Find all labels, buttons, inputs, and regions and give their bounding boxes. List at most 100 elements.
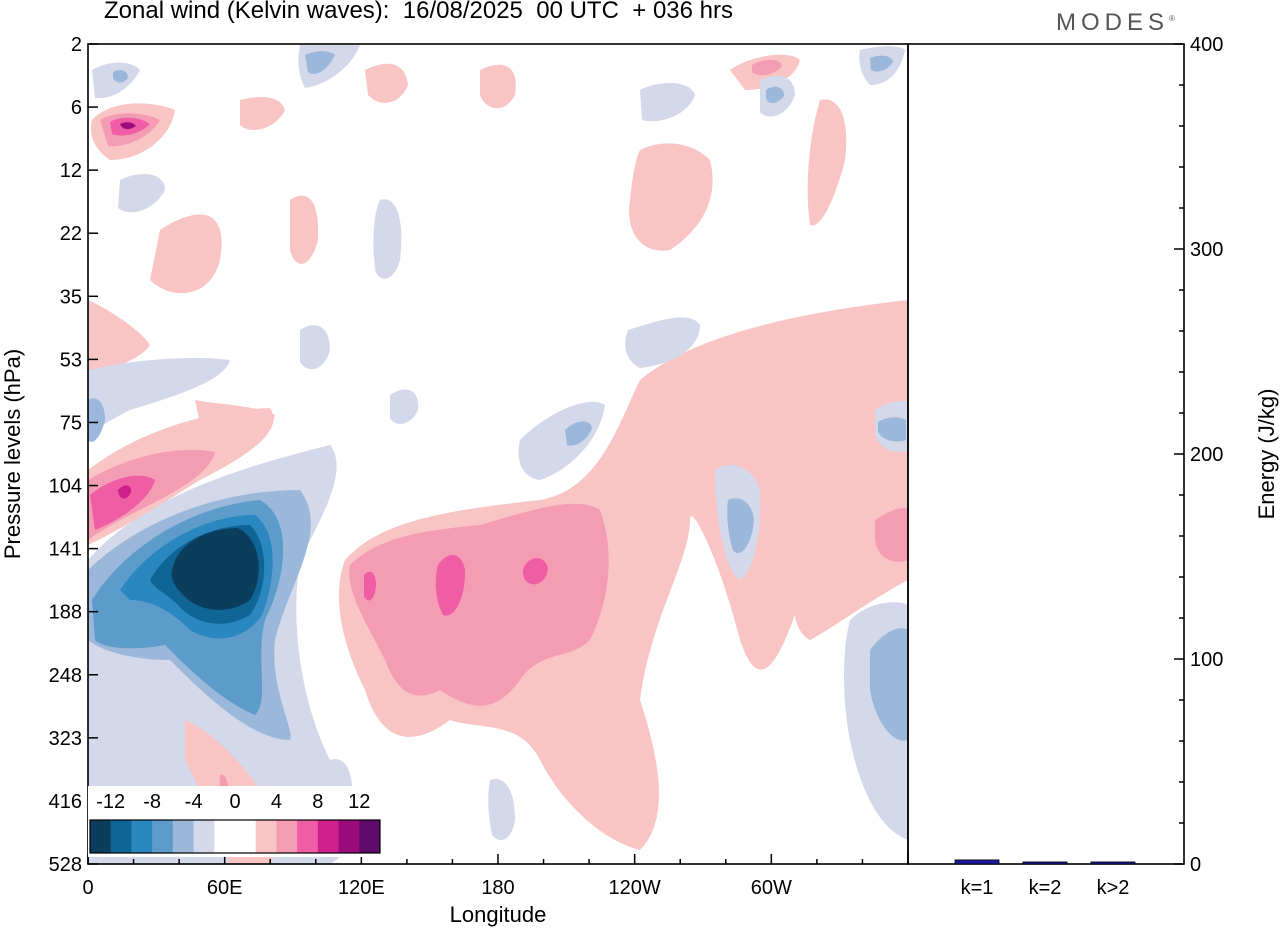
y-tick-label: 141: [49, 539, 82, 561]
neg-contour: [870, 55, 893, 72]
pos-contour: [338, 300, 908, 850]
neg-contour: [88, 398, 105, 442]
energy-category-label: k>2: [1097, 877, 1130, 899]
pos-contour: [522, 558, 548, 585]
colorbar-swatch: [172, 820, 195, 853]
colorbar-label: 0: [229, 791, 240, 813]
pos-contour: [349, 503, 609, 706]
neg-contour: [171, 528, 259, 610]
energy-bar: [1022, 861, 1068, 865]
neg-contour: [88, 358, 230, 435]
y-tick-label: 323: [49, 728, 82, 750]
colorbar-frame: [89, 819, 381, 854]
pos-contour: [240, 97, 285, 130]
energy-bar: [1090, 861, 1136, 865]
colorbar: -12 -8 -4 0 4 8 12: [88, 786, 382, 857]
y-tick-label: 248: [49, 665, 82, 687]
registered-mark: ®: [1169, 14, 1175, 23]
colorbar-swatch: [152, 820, 174, 853]
pos-contour: [118, 485, 132, 499]
colorbar-label: 8: [312, 791, 323, 813]
neg-contour: [878, 417, 906, 442]
neg-contour: [300, 325, 330, 370]
colorbar-swatch: [235, 820, 257, 853]
neg-contour: [518, 401, 605, 480]
pressure-axis: 2 6 12 22 35 53 75 104 141 188 248 323 416 528: [49, 34, 98, 876]
neg-contour: [373, 199, 402, 279]
y-tick-label: 104: [49, 476, 82, 498]
colorbar-swatch: [214, 820, 236, 853]
x-tick-label: 180: [481, 877, 514, 899]
pos-contour: [365, 63, 408, 103]
neg-contour: [305, 51, 335, 75]
neg-contour: [766, 86, 784, 104]
colorbar-swatch: [338, 820, 360, 853]
energy-categories: k=1 k=2 k>2: [961, 877, 1130, 899]
pos-contour: [90, 475, 155, 530]
neg-contour: [727, 498, 754, 554]
y-tick-label: 35: [60, 286, 82, 308]
energy-tick-label: 100: [1190, 649, 1223, 671]
pos-contour: [120, 122, 136, 130]
contour-field: [88, 45, 908, 864]
pos-contour: [875, 508, 908, 562]
colorbar-label: -12: [96, 791, 125, 813]
brand-text: MODES: [1056, 9, 1170, 36]
neg-contour: [640, 83, 695, 122]
y-tick-label: 22: [60, 223, 82, 245]
neg-contour: [113, 70, 128, 83]
chart-title: Zonal wind (Kelvin waves): 16/08/2025 00…: [104, 0, 733, 24]
colorbar-swatch: [297, 820, 319, 853]
x-tick-label: 120W: [609, 877, 661, 899]
pos-contour: [150, 214, 222, 294]
energy-category-label: k=2: [1029, 877, 1062, 899]
colorbar-label: 4: [271, 791, 282, 813]
pos-contour: [195, 400, 275, 447]
pos-contour: [290, 195, 319, 264]
x-tick-label: 0: [82, 877, 93, 899]
y-tick-label: 416: [49, 791, 82, 813]
neg-contour: [870, 628, 908, 741]
colorbar-swatch: [110, 820, 132, 853]
colorbar-swatch: [276, 820, 298, 853]
colorbar-swatch: [193, 820, 215, 853]
colorbar-label: -4: [185, 791, 203, 813]
colorbar-label: 12: [348, 791, 370, 813]
neg-contour: [118, 174, 165, 213]
brand-logo: MODES®: [1056, 9, 1175, 37]
y-tick-label: 528: [49, 854, 82, 876]
y-tick-label: 6: [71, 97, 82, 119]
x-tick-label: 120E: [338, 877, 385, 899]
pos-contour: [480, 64, 516, 109]
energy-tick-label: 200: [1190, 444, 1223, 466]
colorbar-swatch: [90, 820, 112, 853]
y-tick-label: 2: [71, 34, 82, 56]
neg-contour: [565, 421, 592, 446]
longitude-axis: 0 60E 120E 180 120W 60W: [82, 854, 909, 899]
neg-contour: [488, 779, 515, 840]
colorbar-swatch: [255, 820, 277, 853]
energy-tick-label: 400: [1190, 34, 1223, 56]
energy-axis-label: Energy (J/kg): [1254, 389, 1279, 520]
y-tick-label: 53: [60, 349, 82, 371]
colorbar-swatch: [131, 820, 153, 853]
pos-contour: [629, 143, 713, 251]
energy-bar: [954, 859, 1000, 865]
energy-tick-label: 300: [1190, 239, 1223, 261]
y-tick-label: 188: [49, 602, 82, 624]
neg-contour: [390, 389, 419, 424]
neg-contour: [625, 317, 700, 368]
colorbar-label: -8: [143, 791, 161, 813]
colorbar-swatch: [317, 820, 340, 853]
x-tick-label: 60W: [751, 877, 792, 899]
pos-contour: [752, 59, 782, 76]
pos-contour: [88, 300, 150, 375]
colorbar-swatch: [359, 820, 381, 853]
y-tick-label: 75: [60, 412, 82, 434]
energy-axis: 0 100 200 300 400: [1174, 34, 1223, 876]
energy-panel-frame: [907, 43, 1185, 865]
pos-contour: [435, 554, 466, 616]
pos-contour: [807, 99, 847, 226]
energy-category-label: k=1: [961, 877, 994, 899]
